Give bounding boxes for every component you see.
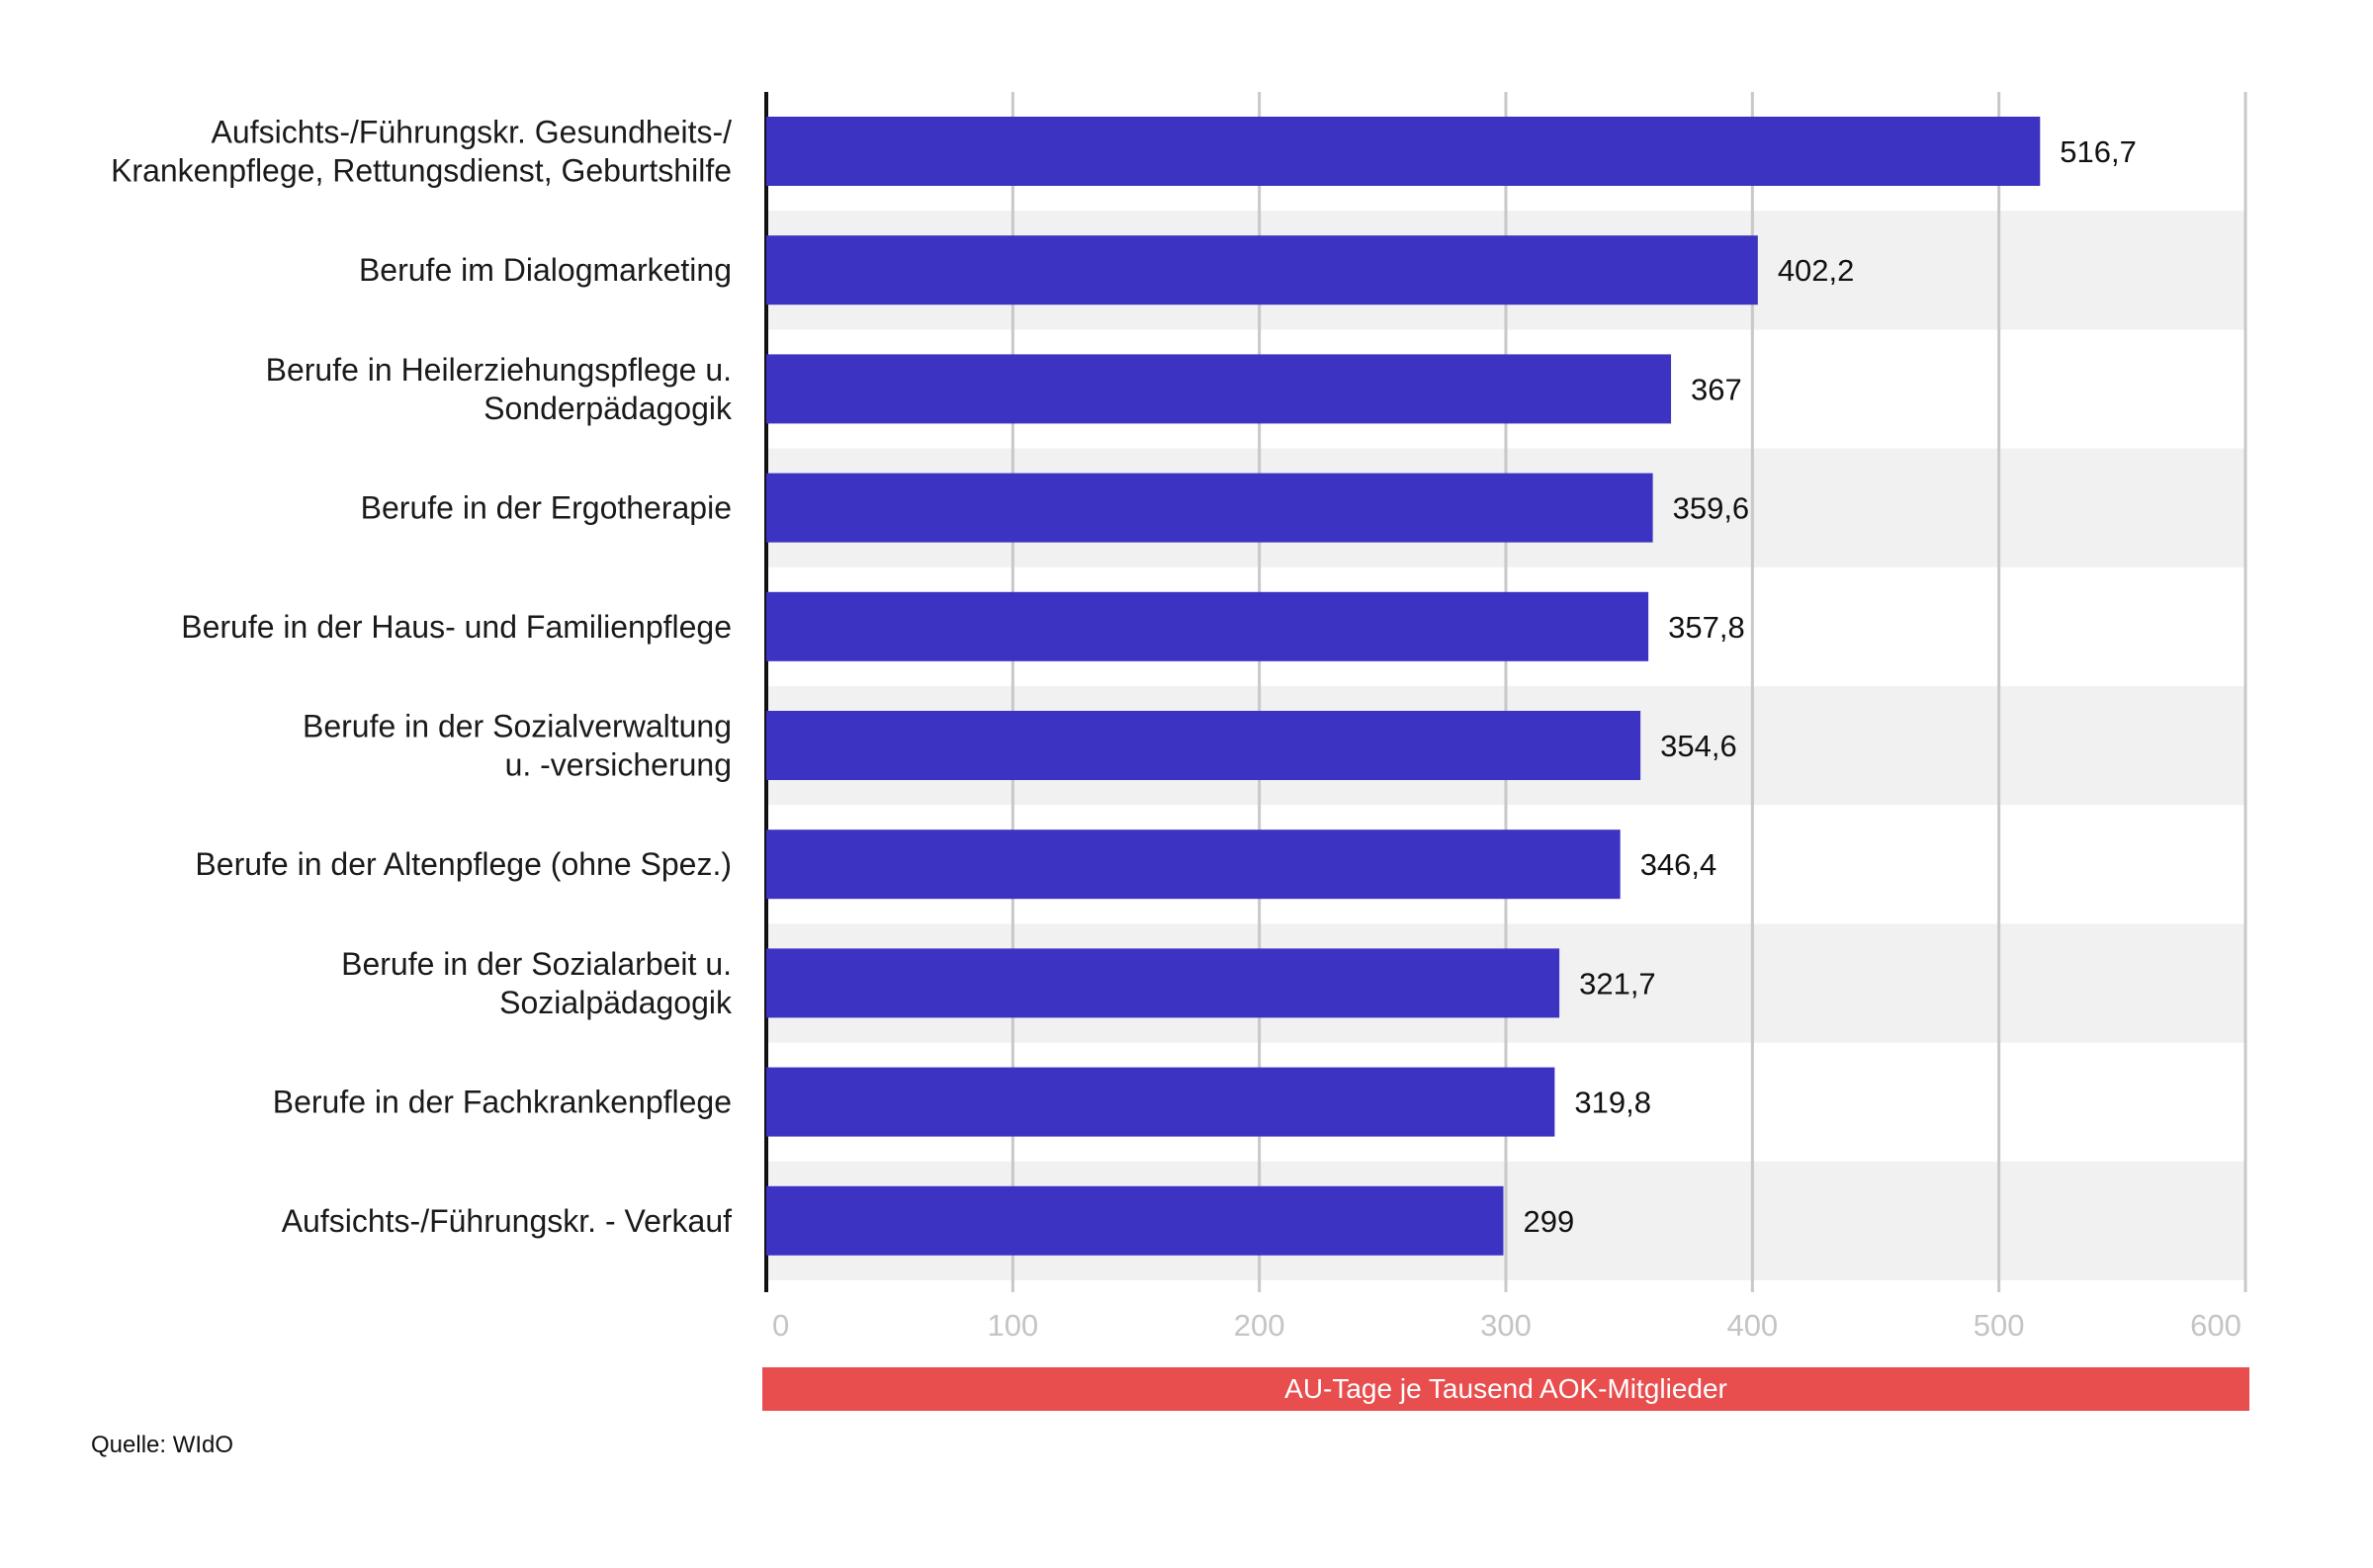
x-tick-label: 200 [1234,1308,1285,1343]
x-tick-labels: 0 100 200 300 400 500 600 [772,1308,2241,1343]
category-label: Berufe in der Sozialverwaltung u. -versic… [303,709,732,783]
bars [766,117,2041,1256]
x-tick-label: 0 [772,1308,789,1343]
bar [766,473,1653,543]
category-label: Aufsichts-/Führungskr. Gesundheits-/Kran… [111,115,732,189]
x-tick-label: 600 [2190,1308,2241,1343]
x-tick-label: 500 [1974,1308,2025,1343]
value-label: 359,6 [1673,491,1750,526]
source-note: Quelle: WIdO [91,1432,234,1458]
value-label: 357,8 [1668,610,1745,645]
value-label: 402,2 [1778,253,1855,288]
value-labels: 516,7 402,2 367 359,6 357,8 354,6 346,4 321,7 31… [1524,134,2137,1239]
x-axis-label: AU-Tage je Tausend AOK-Mitglieder [1284,1373,1727,1404]
bar [766,948,1560,1018]
bar [766,1067,1555,1137]
bar [766,1185,1504,1256]
value-label: 321,7 [1579,966,1656,1001]
value-label: 354,6 [1660,729,1737,763]
x-tick-label: 300 [1480,1308,1532,1343]
bar [766,235,1758,305]
bar [766,354,1672,424]
category-label: Berufe in Heilerziehungspflege u. Sonderp… [266,352,733,426]
bar [766,711,1641,780]
category-label: Berufe in der Fachkrankenpflege [273,1085,732,1120]
category-label: Berufe in der Altenpflege (ohne Spez.) [195,846,732,882]
x-axis-banner: AU-Tage je Tausend AOK-Mitglieder [762,1367,2249,1411]
category-label: Berufe in der Haus- und Familienpflege [181,609,732,645]
category-labels: Aufsichts-/Führungskr. Gesundheits-/Kran… [111,115,733,1239]
bar [766,591,1649,661]
category-label: Berufe im Dialogmarketing [359,252,732,288]
value-label: 299 [1524,1204,1575,1239]
value-label: 516,7 [2060,134,2137,169]
category-label: Berufe in der Ergotherapie [361,490,732,526]
x-tick-label: 400 [1726,1308,1778,1343]
x-tick-label: 100 [987,1308,1038,1343]
bar [766,117,2041,186]
value-label: 319,8 [1574,1086,1651,1120]
category-label: Aufsichts-/Führungskr. - Verkauf [282,1203,732,1239]
category-label: Berufe in der Sozialarbeit u. Sozialpädag… [341,946,733,1020]
bar [766,829,1621,900]
x-axis-banner-bar [762,1367,2249,1411]
value-label: 346,4 [1640,847,1717,882]
value-label: 367 [1691,372,1742,406]
